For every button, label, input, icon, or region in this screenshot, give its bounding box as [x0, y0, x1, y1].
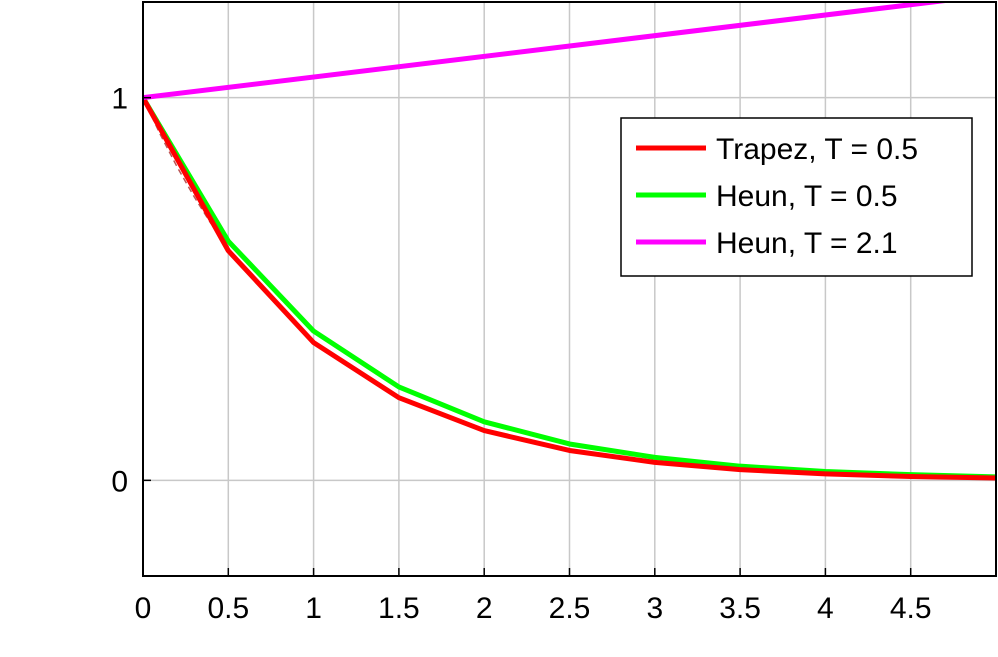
series-line-2: [143, 2, 954, 101]
series-group: [143, 2, 996, 481]
legend-label: Trapez, T = 0.5: [716, 133, 918, 166]
x-tick-label: 2: [476, 592, 493, 625]
x-tick-label: 1: [305, 592, 322, 625]
x-tick-label: 0: [135, 592, 152, 625]
y-tick-labels: 01: [111, 83, 151, 498]
y-tick-label: 0: [111, 465, 128, 498]
x-tick-label: 1.5: [378, 592, 420, 625]
x-tick-labels: 0 0.5 1 1.5 2 2.5 3 3.5 4 4.5: [135, 568, 932, 625]
x-tick-label: 0.5: [207, 592, 249, 625]
legend: Trapez, T = 0.5 Heun, T = 0.5 Heun, T = 2.…: [620, 117, 973, 277]
x-tick-label: 3.5: [719, 592, 761, 625]
grid: [142, 2, 996, 576]
x-tick-label: 4.5: [890, 592, 932, 625]
x-tick-label: 4: [817, 592, 834, 625]
legend-label: Heun, T = 0.5: [716, 180, 898, 213]
x-tick-label: 3: [646, 592, 663, 625]
legend-label: Heun, T = 2.1: [716, 227, 898, 260]
y-tick-label: 1: [111, 83, 128, 116]
x-tick-label: 2.5: [549, 592, 591, 625]
reference-curve: [143, 97, 212, 225]
